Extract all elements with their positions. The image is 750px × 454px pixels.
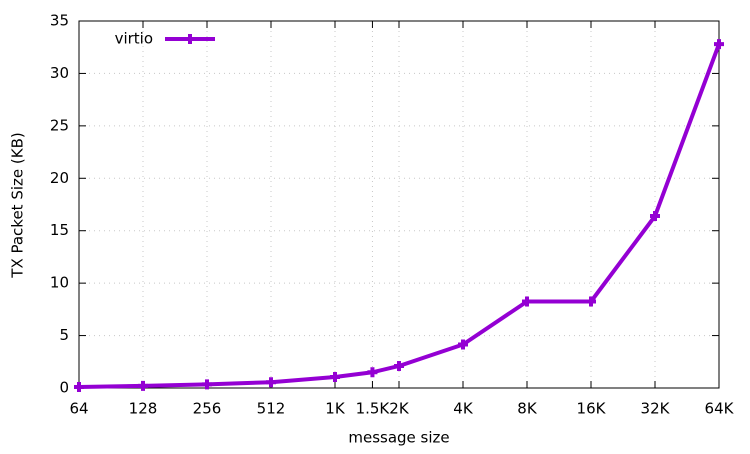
data-point	[330, 371, 340, 382]
x-tick-label: 1.5K	[356, 400, 391, 418]
x-axis-label: message size	[348, 429, 449, 447]
data-point	[522, 296, 532, 307]
plot-frame	[78, 20, 720, 389]
x-tick-label: 2K	[389, 400, 410, 418]
x-tick-label: 64	[69, 400, 88, 418]
x-tick-label: 4K	[453, 400, 474, 418]
y-tick-label: 0	[59, 379, 69, 397]
data-point	[266, 377, 276, 388]
data-point	[714, 39, 724, 50]
data-point	[202, 379, 212, 390]
data-point	[394, 360, 404, 371]
legend-marker	[185, 34, 195, 44]
y-tick-label: 20	[50, 169, 69, 187]
data-point	[650, 211, 660, 222]
y-tick-label: 10	[50, 274, 69, 292]
y-tick-label: 30	[50, 64, 69, 82]
x-tick-label: 128	[129, 400, 158, 418]
x-tick-label: 32K	[641, 400, 671, 418]
data-point	[458, 339, 468, 350]
data-point	[586, 296, 596, 307]
x-tick-label: 8K	[517, 400, 538, 418]
data-line	[78, 43, 721, 389]
legend-label: virtio	[115, 30, 153, 48]
x-tick-label: 256	[193, 400, 222, 418]
data-point	[367, 367, 378, 378]
y-tick-label: 15	[50, 221, 69, 239]
y-axis-label: TX Packet Size (KB)	[9, 132, 27, 278]
y-tick-label: 35	[50, 12, 69, 30]
x-tick-label: 64K	[705, 400, 735, 418]
data-point	[138, 380, 148, 391]
x-tick-label: 16K	[577, 400, 607, 418]
y-tick-label: 25	[50, 116, 69, 134]
y-tick-label: 5	[59, 326, 69, 344]
data-point	[74, 381, 84, 392]
x-tick-label: 512	[257, 400, 286, 418]
x-tick-label: 1K	[325, 400, 346, 418]
